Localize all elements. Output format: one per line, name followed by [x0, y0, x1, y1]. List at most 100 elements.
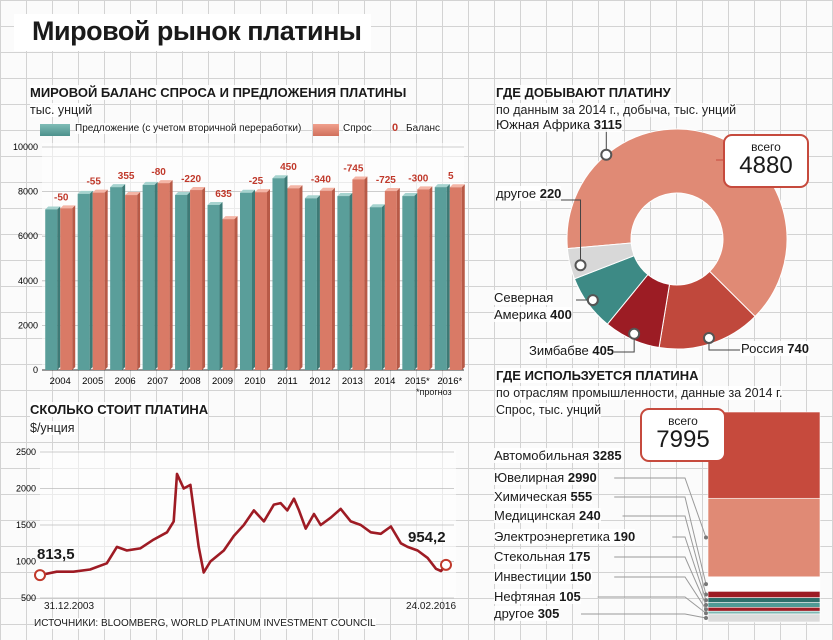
usage-leader-dot: [704, 535, 708, 540]
demand-bar-top: [157, 180, 173, 184]
demand-bar-top: [222, 216, 238, 220]
leader-north-america-dot: [586, 294, 599, 307]
forecast-note: *прогноз: [416, 387, 452, 397]
supply-bar-side: [219, 201, 223, 370]
supply-bar: [337, 196, 350, 370]
usage-segment: [707, 497, 821, 578]
balance-value-label: 450: [280, 162, 297, 173]
balance-value-label: -300: [408, 173, 428, 184]
demand-bar-top: [287, 185, 303, 189]
demand-bar-side: [234, 216, 238, 370]
supply-bar: [142, 184, 155, 370]
usage-leader: [597, 596, 707, 614]
usage-label: Нефтяная 105: [494, 589, 581, 604]
usage-label-name: Ювелирная: [494, 470, 568, 485]
usage-segment: [707, 602, 821, 608]
usage-segment: [707, 613, 821, 623]
mining-total-value: 4880: [739, 152, 793, 179]
demand-bar-top: [125, 192, 141, 196]
usage-leader: [614, 556, 707, 606]
mining-subtitle: по данным за 2014 г., добыча, тыс. унций: [496, 103, 737, 117]
demand-bar-top: [384, 188, 400, 192]
usage-segment: [707, 591, 821, 599]
line-plot-bg: [40, 450, 456, 598]
supply-bar-top: [142, 181, 158, 185]
usage-leader-dot: [704, 615, 708, 620]
supply-bar-top: [304, 195, 320, 199]
supply-bar: [110, 187, 123, 370]
usage-label-name: Медицинская: [494, 508, 580, 523]
price-chart-title: СКОЛЬКО СТОИТ ПЛАТИНА: [30, 402, 209, 417]
supply-bar-side: [446, 184, 450, 370]
legend-balance-mark: 0: [392, 122, 399, 134]
bar-x-tick-label: 2013: [342, 376, 363, 387]
legend-supply-swatch: [40, 124, 70, 136]
price-start-date: 31.12.2003: [44, 601, 95, 612]
supply-bar-side: [154, 181, 158, 370]
demand-bar-side: [299, 185, 303, 370]
bar-y-tick-label: 6000: [18, 231, 38, 241]
usage-label: Электроэнергетика 190: [494, 529, 636, 544]
usage-label-name: Электроэнергетика: [494, 529, 614, 544]
balance-value-label: -220: [181, 174, 201, 185]
balance-value-label: -25: [249, 176, 264, 187]
line-y-tick-label: 1000: [16, 557, 36, 567]
usage-label: Химическая 555: [494, 489, 593, 504]
demand-bar: [384, 191, 397, 370]
supply-bar: [77, 193, 90, 370]
usage-label: другое 305: [494, 606, 560, 621]
bar-x-tick-label: 2007: [147, 376, 168, 387]
supply-bar-top: [110, 184, 126, 188]
price-start-value: 813,5: [37, 546, 75, 563]
usage-label: Автомобильная 3285: [494, 448, 622, 463]
balance-value-label: -55: [86, 177, 101, 188]
usage-subtitle-2: Спрос, тыс. унций: [496, 403, 602, 417]
supply-bar: [207, 204, 220, 370]
supply-bar-top: [434, 184, 450, 188]
supply-bar-side: [122, 184, 126, 370]
supply-bar-top: [402, 193, 418, 197]
leader-zimbabwe: [612, 333, 635, 353]
demand-bar: [92, 192, 105, 370]
demand-bar-top: [60, 205, 76, 209]
usage-label-name: Стекольная: [494, 549, 569, 564]
usage-title: ГДЕ ИСПОЛЬЗУЕТСЯ ПЛАТИНА: [496, 368, 699, 383]
supply-bar-side: [187, 191, 191, 370]
balance-chart-title: МИРОВОЙ БАЛАНС СПРОСА И ПРЕДЛОЖЕНИЯ ПЛАТ…: [30, 85, 407, 100]
usage-label: Ювелирная 2990: [494, 470, 597, 485]
price-end-value: 954,2: [408, 529, 446, 546]
supply-bar-top: [272, 175, 288, 179]
supply-bar-top: [337, 193, 353, 197]
price-chart-unit: $/унция: [30, 421, 75, 435]
line-y-tick-label: 500: [21, 593, 36, 603]
balance-value-label: 5: [448, 171, 454, 182]
usage-total-value: 7995: [656, 426, 710, 453]
demand-bar-side: [72, 205, 76, 370]
demand-bar-top: [319, 187, 335, 191]
pie-label-south-africa: Южная Африка 3115: [496, 117, 622, 132]
usage-label: Медицинская 240: [494, 508, 601, 523]
pie-label-russia: Россия 740: [741, 341, 809, 356]
usage-label-name: Нефтяная: [494, 589, 560, 604]
supply-bar-side: [252, 189, 255, 370]
supply-bar-top: [369, 204, 385, 208]
demand-bar-side: [331, 187, 335, 370]
demand-bar: [319, 190, 332, 370]
usage-leader: [622, 515, 707, 595]
demand-bar-top: [190, 187, 206, 191]
bar-x-tick-label: 2011: [277, 376, 297, 387]
usage-total-box: всего 7995: [640, 408, 726, 462]
bar-y-tick-label: 10000: [13, 142, 38, 152]
supply-bar-side: [316, 195, 320, 370]
bar-x-tick-label: 2008: [180, 376, 201, 387]
mining-total-label: всего: [751, 140, 781, 154]
pie-label-north-america: Америка 400: [494, 307, 572, 322]
leader-other-dot: [574, 259, 587, 272]
balance-value-label: -340: [311, 175, 331, 186]
supply-bar: [304, 198, 317, 370]
bar-x-tick-label: 2012: [309, 376, 330, 387]
mining-total-box: всего 4880: [723, 134, 809, 188]
usage-leader: [614, 576, 707, 610]
usage-leader: [614, 496, 707, 585]
